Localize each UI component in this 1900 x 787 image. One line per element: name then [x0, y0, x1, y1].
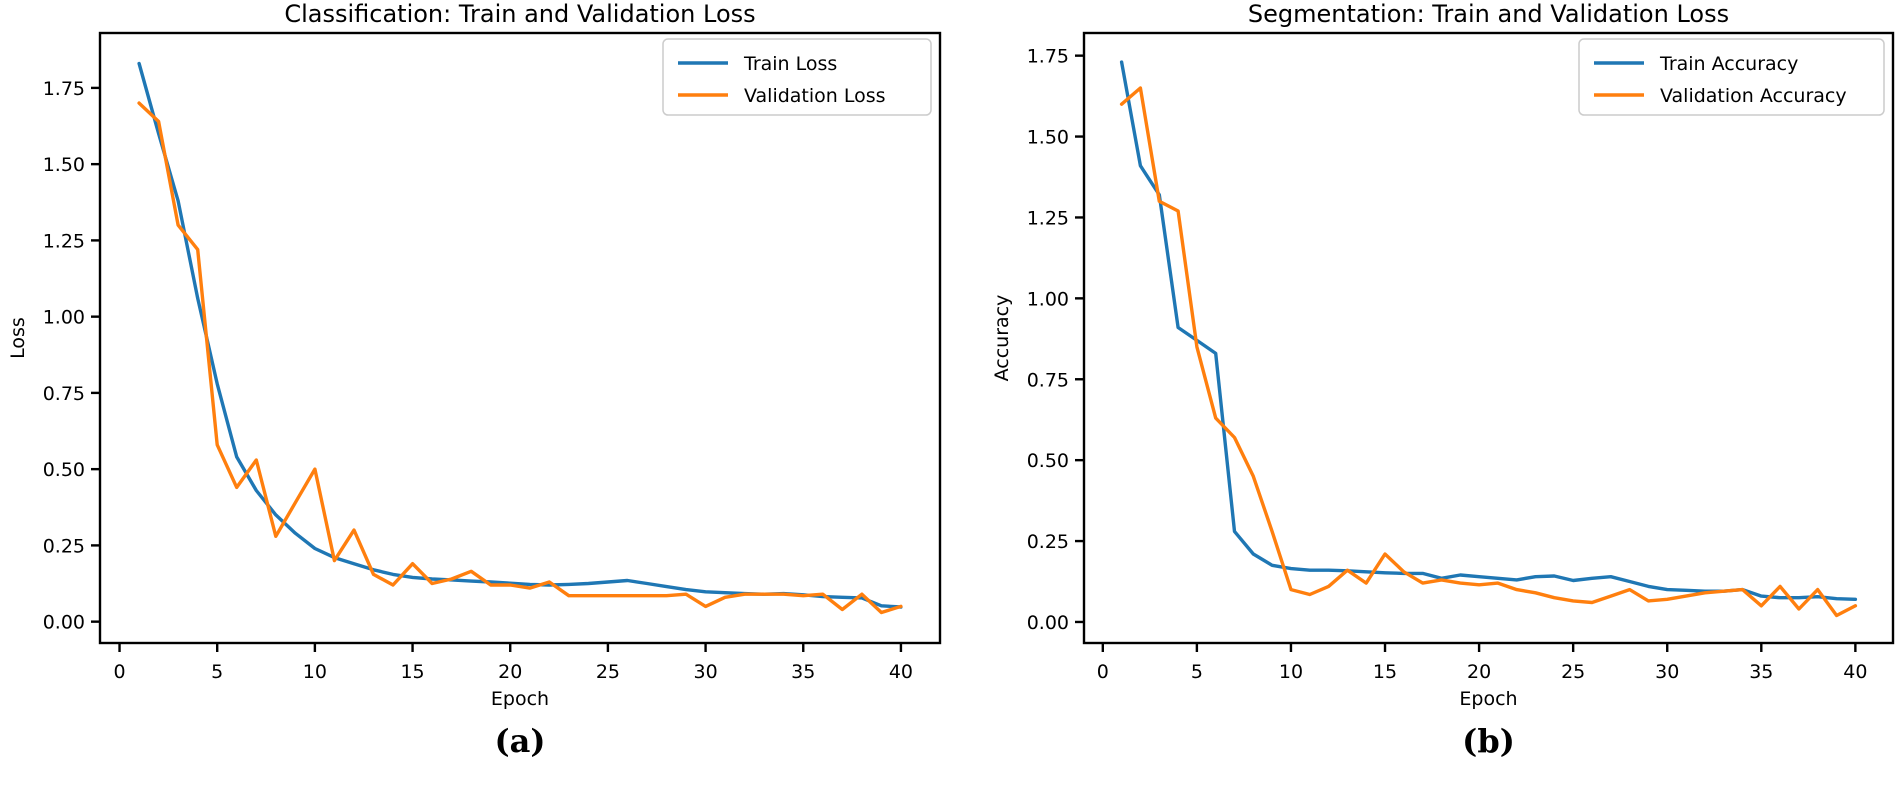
y-tick-label: 1.00	[43, 307, 85, 329]
y-tick-label: 1.25	[1027, 207, 1069, 229]
legend-label: Train Accuracy	[1659, 53, 1798, 75]
train-series-line	[137, 61, 903, 609]
validation-series-line	[1119, 86, 1858, 618]
x-tick-label: 5	[211, 661, 223, 683]
x-tick-label: 15	[400, 661, 424, 683]
train-series-line	[1119, 60, 1858, 601]
plot-border	[98, 31, 942, 645]
x-tick-label: 25	[596, 661, 620, 683]
x-tick-label: 35	[1749, 661, 1773, 683]
y-tick-label: 1.50	[43, 154, 85, 176]
subfigure-label-a: (a)	[494, 722, 546, 760]
legend-box	[662, 38, 932, 116]
classification-loss-plot: 0 5 10 15 20 25 30 35 40 0.00 0.25 0.50 0.75 1.00 1.25…	[7, 0, 942, 710]
legend: Train Accuracy Validation Accuracy	[1578, 38, 1885, 116]
x-tick-label: 35	[791, 661, 815, 683]
classification-loss-panel: 0 5 10 15 20 25 30 35 40 0.00 0.25 0.50 0.75 1.00 1.25…	[7, 0, 942, 760]
legend-label: Validation Loss	[744, 85, 886, 107]
x-tick-label: 20	[498, 661, 522, 683]
x-tick-label: 0	[1097, 661, 1109, 683]
x-tick-label: 40	[1843, 661, 1867, 683]
validation-series-line	[137, 101, 903, 615]
x-tick-label: 40	[889, 661, 913, 683]
y-tick-label: 0.00	[1027, 612, 1069, 634]
x-tick-label: 25	[1561, 661, 1585, 683]
y-tick-label: 0.50	[1027, 450, 1069, 472]
x-tick-label: 15	[1373, 661, 1397, 683]
subfigure-label-b: (b)	[1462, 722, 1515, 760]
x-tick-label: 20	[1467, 661, 1491, 683]
x-tick-label: 10	[1279, 661, 1303, 683]
y-axis-label: Loss	[7, 317, 29, 359]
y-axis-label: Accuracy	[991, 295, 1013, 382]
y-tick-label: 0.25	[1027, 531, 1069, 553]
y-tick-label: 0.75	[1027, 369, 1069, 391]
y-tick-label: 1.00	[1027, 288, 1069, 310]
x-tick-label: 0	[113, 661, 125, 683]
y-tick-label: 0.75	[43, 383, 85, 405]
legend-box	[1578, 38, 1885, 116]
segmentation-loss-panel: 0 5 10 15 20 25 30 35 40 0.00 0.25 0.50 0.75 1.00 1.25…	[950, 0, 1900, 787]
y-tick-label: 1.75	[43, 78, 85, 100]
x-tick-label: 30	[1655, 661, 1679, 683]
legend: Train Loss Validation Loss	[662, 38, 932, 116]
segmentation-loss-plot: 0 5 10 15 20 25 30 35 40 0.00 0.25 0.50 0.75 1.00 1.25…	[991, 0, 1895, 710]
legend-label: Validation Accuracy	[1660, 85, 1847, 107]
x-axis-label: Epoch	[491, 688, 549, 710]
x-axis-label: Epoch	[1459, 688, 1517, 710]
plot-border	[1082, 31, 1895, 645]
y-tick-label: 1.50	[1027, 127, 1069, 149]
chart-title: Segmentation: Train and Validation Loss	[1248, 0, 1729, 28]
y-tick-label: 0.25	[43, 535, 85, 557]
legend-label: Train Loss	[743, 53, 837, 75]
x-tick-label: 5	[1191, 661, 1203, 683]
chart-title: Classification: Train and Validation Los…	[284, 0, 755, 28]
x-tick-label: 10	[303, 661, 327, 683]
x-tick-label: 30	[693, 661, 717, 683]
y-tick-label: 0.50	[43, 459, 85, 481]
y-tick-label: 0.00	[43, 612, 85, 634]
y-tick-label: 1.25	[43, 230, 85, 252]
y-tick-label: 1.75	[1027, 46, 1069, 68]
